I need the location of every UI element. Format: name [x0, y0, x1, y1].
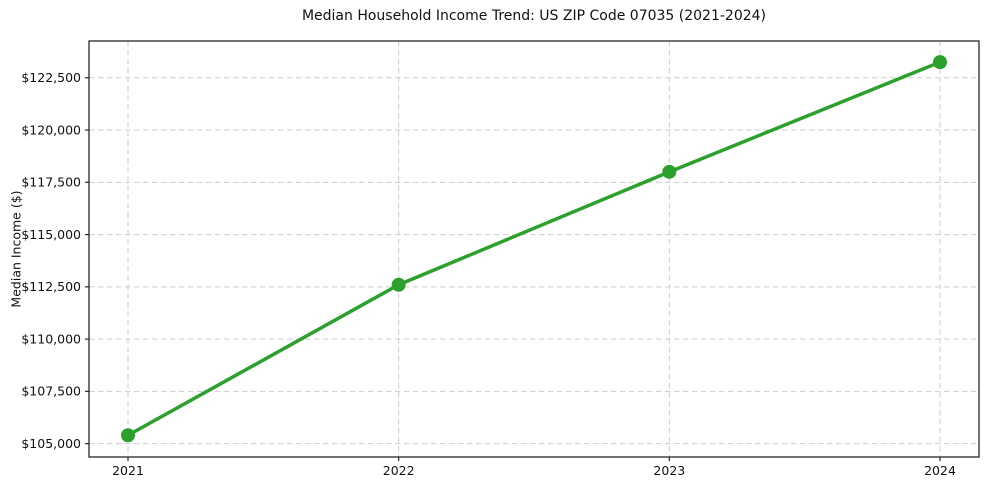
y-tick-label: $105,000: [21, 436, 81, 451]
y-tick-label: $120,000: [21, 122, 81, 137]
y-tick-label: $117,500: [21, 175, 81, 190]
axes-spines: [88, 40, 980, 458]
data-point-marker: [662, 164, 677, 179]
y-tick-label: $122,500: [21, 70, 81, 85]
x-tick-label: 2023: [653, 463, 685, 478]
x-tick-label: 2021: [112, 463, 144, 478]
y-tick-label: $110,000: [21, 331, 81, 346]
chart-title: Median Household Income Trend: US ZIP Co…: [301, 8, 767, 24]
trend-line: [126, 60, 942, 438]
data-point-marker: [121, 428, 135, 443]
data-point-marker: [933, 55, 947, 70]
data-point-marker: [391, 277, 406, 292]
x-tick-label: 2022: [383, 463, 415, 478]
y-tick-label: $115,000: [21, 227, 81, 242]
y-tick-label: $112,500: [21, 279, 81, 294]
y-tick-label: $107,500: [21, 384, 81, 399]
x-tick-label: 2024: [924, 463, 956, 478]
